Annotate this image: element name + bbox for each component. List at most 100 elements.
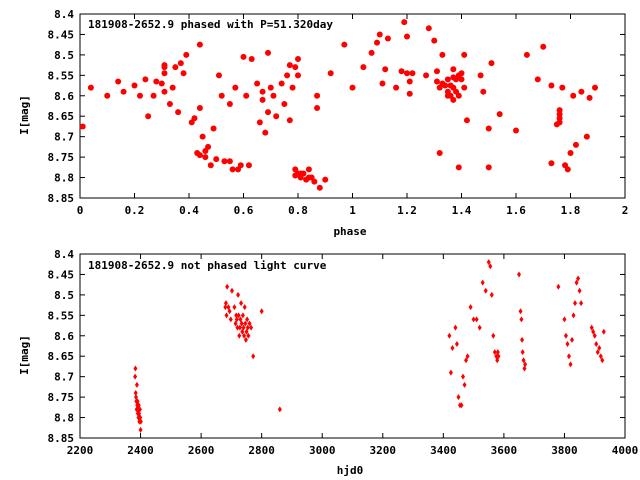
chart-top-data-point [423,72,430,79]
chart-top-data-point [158,80,165,87]
chart-top-data-point [458,76,465,83]
chart-bottom-xtick-label: 4000 [612,444,639,457]
chart-bottom-data-point [556,283,561,290]
chart-top-data-point [300,170,307,177]
chart-top-data-point [455,92,462,99]
chart-bottom-plot-frame [79,253,626,439]
chart-bottom-xlabel: hjd0 [337,464,364,477]
chart-bottom-data-point [228,316,233,323]
chart-top-data-point [406,78,413,85]
chart-bottom-xtick-label: 3200 [370,444,397,457]
chart-bottom-data-point [491,332,496,339]
chart-top-data-point [169,84,176,91]
chart-top-data-point [166,100,173,107]
chart-bottom-data-point [565,340,570,347]
chart-top-data-point [229,166,236,173]
chart-bottom-data-point [138,414,143,421]
chart-top-data-point [368,49,375,56]
chart-bottom-data-point [453,324,458,331]
chart-top-data-point [461,51,468,58]
chart-bottom-xtick-label: 2400 [127,444,154,457]
chart-top-data-point [191,115,198,122]
chart-top-ytick-label: 8.55 [48,69,75,82]
chart-bottom-data-point [242,304,247,311]
chart-bottom-data-point [234,316,239,323]
chart-top-ytick-label: 8.6 [54,90,74,103]
chart-top-data-point [586,94,593,101]
chart-bottom-data-point [245,324,250,331]
chart-top-data-point [207,162,214,169]
chart-top-data-point [215,72,222,79]
chart-top-data-point [433,78,440,85]
chart-bottom-data-point [483,287,488,294]
chart-top-data-point [278,80,285,87]
chart-bottom-data-point [247,320,252,327]
chart-top-data-point [349,84,356,91]
chart-top-data-point [243,92,250,99]
chart-top-data-point [226,100,233,107]
chart-top-ytick-label: 8.45 [48,28,75,41]
chart-bottom-data-point [232,304,237,311]
chart-bottom-data-point [520,349,525,356]
chart-bottom-ytick-label: 8.4 [54,248,74,261]
chart-bottom-data-point [133,373,138,380]
chart-top-data-point [295,72,301,79]
chart-top-data-point [161,70,168,77]
chart-top-data-point [341,41,348,48]
chart-top-data-point [262,129,269,136]
chart-bottom-data-point [598,353,603,360]
chart-top-data-point [316,184,323,191]
chart-top-data-point [237,162,244,169]
chart-bottom-xtick-label: 2200 [67,444,94,457]
chart-bottom-data-point [225,283,230,290]
chart-bottom-data-point [601,328,606,335]
chart-top-data-point [284,72,291,79]
chart-top-data-point [221,158,228,165]
chart-top-data-point [265,109,272,116]
chart-bottom-data-point [464,357,469,364]
chart-bottom-data-point [600,357,605,364]
chart-bottom-data-point [574,279,579,286]
chart-bottom-data-point [239,300,244,307]
chart-top-ytick-label: 8.65 [48,110,75,123]
chart-top-data-point [196,41,203,48]
chart-top-data-point [286,117,293,124]
chart-top-data-point [161,64,168,71]
chart-top-data-point [540,43,547,50]
chart-bottom-data-point [448,369,453,376]
chart-top-data-point [311,178,318,185]
chart-bottom-data-point [563,332,568,339]
chart-top-data-point [286,62,293,69]
chart-top-data-point [572,141,579,148]
chart-top-data-point [270,92,277,99]
chart-bottom-data-point [570,336,575,343]
chart-bottom-ytick-label: 8.75 [48,391,75,404]
chart-bottom-data-point [134,394,139,401]
chart-top-data-point [245,162,252,169]
chart-top-data-point [431,37,438,44]
chart-top-data-point [496,111,503,118]
chart-top-data-point [485,125,492,132]
chart-top-data-point [409,70,416,77]
chart-top-ytick-label: 8.7 [54,131,74,144]
chart-top: 181908-2652.9 phased with P=51.320day ph… [18,8,628,238]
chart-bottom-data-point [251,353,256,360]
chart-top-data-point [578,88,585,95]
chart-bottom-data-point [471,316,476,323]
chart-bottom-data-point [486,259,491,266]
chart-bottom-ytick-label: 8.6 [54,330,74,343]
chart-top-data-point [384,35,391,42]
chart-bottom-data-point [456,394,461,401]
chart-top-data-point [273,113,280,120]
chart-bottom-data-point [566,353,571,360]
chart-top-data-point [175,109,182,116]
chart-top-data-point [248,55,255,62]
chart-top-ylabel: I[mag] [18,95,31,135]
chart-top-data-point [458,70,465,77]
chart-top-data-point [145,113,152,120]
chart-top-data-point [115,78,122,85]
chart-top-data-point [259,96,266,103]
chart-bottom-data-point [518,308,523,315]
chart-top-xtick-label: 0.6 [234,204,254,217]
